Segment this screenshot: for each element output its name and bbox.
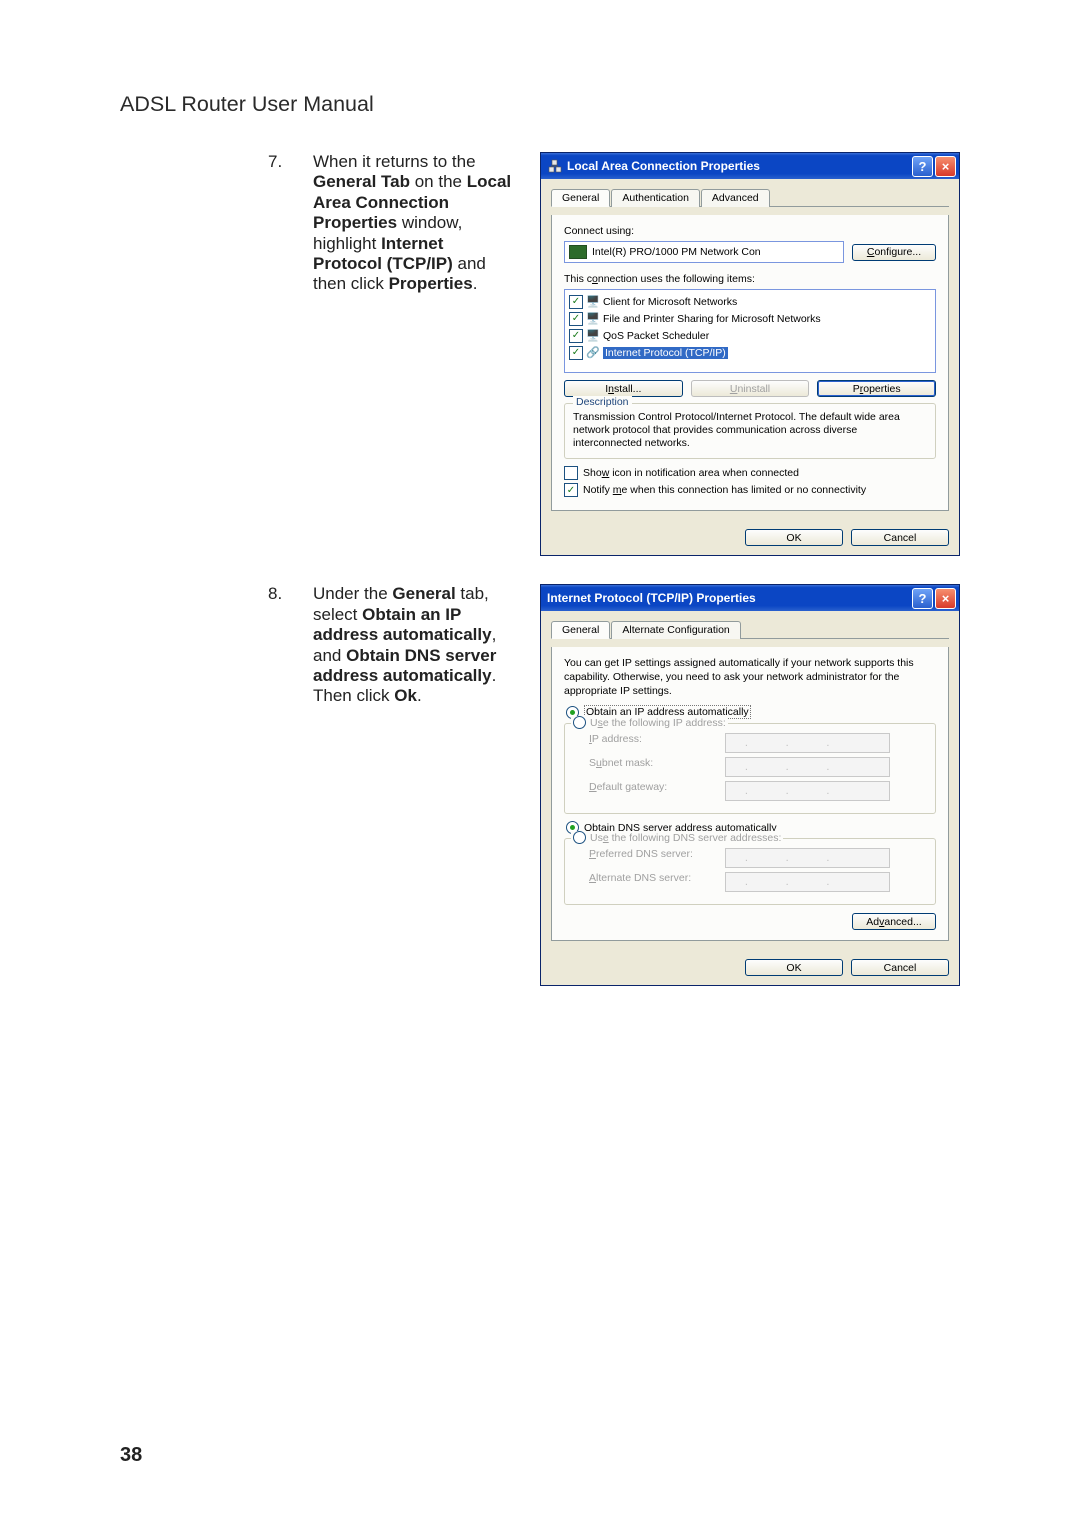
use-dns-label: Use the following DNS server addresses:	[590, 832, 781, 844]
b: Properties	[389, 274, 473, 293]
item-label: File and Printer Sharing for Microsoft N…	[603, 313, 821, 325]
step-7-number: 7.	[260, 152, 313, 172]
show-icon-row[interactable]: Show icon in notification area when conn…	[564, 466, 936, 480]
adapter-box: Intel(R) PRO/1000 PM Network Con	[564, 241, 844, 263]
t: .	[417, 686, 422, 705]
tcpip-properties-dialog: Internet Protocol (TCP/IP) Properties ? …	[540, 584, 960, 986]
share-icon: 🖥️	[586, 312, 600, 326]
use-ip-group: Use the following IP address: IP address…	[564, 723, 936, 814]
ok-button[interactable]: OK	[745, 529, 843, 546]
close-button[interactable]: ×	[935, 588, 956, 609]
row-step-8: 8. Under the General tab, select Obtain …	[120, 584, 960, 1014]
label: Notify me when this connection has limit…	[583, 484, 866, 496]
step-7-text: When it returns to the General Tab on th…	[313, 152, 515, 295]
tab-alternate[interactable]: Alternate Configuration	[611, 621, 740, 639]
radio-icon[interactable]	[573, 716, 586, 729]
title-text: Internet Protocol (TCP/IP) Properties	[547, 591, 912, 605]
radio-icon[interactable]	[573, 831, 586, 844]
cancel-button[interactable]: Cancel	[851, 959, 949, 976]
alt-dns-field: ...	[725, 872, 890, 892]
ip-address-label: IP address:	[589, 733, 719, 753]
tabs: General Alternate Configuration	[551, 620, 949, 639]
cancel-button[interactable]: Cancel	[851, 529, 949, 546]
item-label: Internet Protocol (TCP/IP)	[603, 347, 728, 359]
advanced-button[interactable]: Advanced...	[852, 913, 936, 930]
item-label: Client for Microsoft Networks	[603, 296, 737, 308]
manual-title: ADSL Router User Manual	[120, 92, 960, 117]
notify-row[interactable]: ✓ Notify me when this connection has limi…	[564, 483, 936, 497]
b: Ok	[394, 686, 417, 705]
qos-icon: 🖥️	[586, 329, 600, 343]
items-label: This connection uses the following items…	[564, 273, 936, 285]
titlebar[interactable]: Internet Protocol (TCP/IP) Properties ? …	[541, 585, 959, 611]
adapter-name: Intel(R) PRO/1000 PM Network Con	[592, 246, 761, 258]
list-item[interactable]: ✓🔗Internet Protocol (TCP/IP)	[569, 344, 931, 361]
lbl: onfigure...	[874, 246, 921, 258]
ok-button[interactable]: OK	[745, 959, 843, 976]
row-step-7: 7. When it returns to the General Tab on…	[120, 152, 960, 584]
nic-icon	[569, 245, 587, 259]
list-item[interactable]: ✓🖥️QoS Packet Scheduler	[569, 327, 931, 344]
help-button[interactable]: ?	[912, 156, 933, 177]
items-listbox[interactable]: ✓🖥️Client for Microsoft Networks ✓🖥️File…	[564, 289, 936, 373]
title-text: Local Area Connection Properties	[567, 159, 912, 173]
uninstall-button: Uninstall	[691, 380, 810, 397]
tab-authentication[interactable]: Authentication	[611, 189, 700, 207]
list-item[interactable]: ✓🖥️File and Printer Sharing for Microsof…	[569, 310, 931, 327]
network-icon	[547, 159, 562, 174]
connect-using-label: Connect using:	[564, 225, 936, 237]
client-icon: 🖥️	[586, 295, 600, 309]
configure-button[interactable]: Configure...	[852, 244, 936, 261]
page-number: 38	[120, 1444, 142, 1467]
ip-address-field: ...	[725, 733, 890, 753]
install-button[interactable]: Install...	[564, 380, 683, 397]
list-item[interactable]: ✓🖥️Client for Microsoft Networks	[569, 293, 931, 310]
checkbox-icon[interactable]: ✓	[569, 346, 583, 360]
use-dns-group: Use the following DNS server addresses: …	[564, 838, 936, 905]
use-ip-label: Use the following IP address:	[590, 717, 726, 729]
close-button[interactable]: ×	[935, 156, 956, 177]
t: .	[473, 274, 478, 293]
alt-dns-label: Alternate DNS server:	[589, 872, 719, 892]
t: on the	[410, 172, 467, 191]
checkbox-icon[interactable]: ✓	[569, 295, 583, 309]
item-label: QoS Packet Scheduler	[603, 330, 709, 342]
tab-general[interactable]: General	[551, 189, 610, 207]
checkbox-icon[interactable]: ✓	[564, 483, 578, 497]
titlebar[interactable]: Local Area Connection Properties ? ×	[541, 153, 959, 179]
pref-dns-field: ...	[725, 848, 890, 868]
help-button[interactable]: ?	[912, 588, 933, 609]
t: Under the	[313, 584, 392, 603]
description-group: Description Transmission Control Protoco…	[564, 403, 936, 459]
t: When it returns to the	[313, 152, 476, 171]
tab-general[interactable]: General	[551, 621, 610, 639]
tcpip-icon: 🔗	[586, 346, 600, 360]
tabs: General Authentication Advanced	[551, 188, 949, 207]
description-text: Transmission Control Protocol/Internet P…	[573, 411, 927, 450]
subnet-field: ...	[725, 757, 890, 777]
checkbox-icon[interactable]	[564, 466, 578, 480]
subnet-label: Subnet mask:	[589, 757, 719, 777]
gateway-label: Default gateway:	[589, 781, 719, 801]
gateway-field: ...	[725, 781, 890, 801]
pref-dns-label: Preferred DNS server:	[589, 848, 719, 868]
description-title: Description	[573, 396, 632, 408]
checkbox-icon[interactable]: ✓	[569, 312, 583, 326]
b: General	[392, 584, 455, 603]
step-8-number: 8.	[260, 584, 313, 604]
tab-advanced[interactable]: Advanced	[701, 189, 770, 207]
lan-properties-dialog: Local Area Connection Properties ? × Gen…	[540, 152, 960, 556]
label: Show icon in notification area when conn…	[583, 467, 799, 479]
intro-text: You can get IP settings assigned automat…	[564, 657, 936, 698]
properties-button[interactable]: Properties	[817, 380, 936, 397]
b: General Tab	[313, 172, 410, 191]
checkbox-icon[interactable]: ✓	[569, 329, 583, 343]
step-8-text: Under the General tab, select Obtain an …	[313, 584, 515, 706]
